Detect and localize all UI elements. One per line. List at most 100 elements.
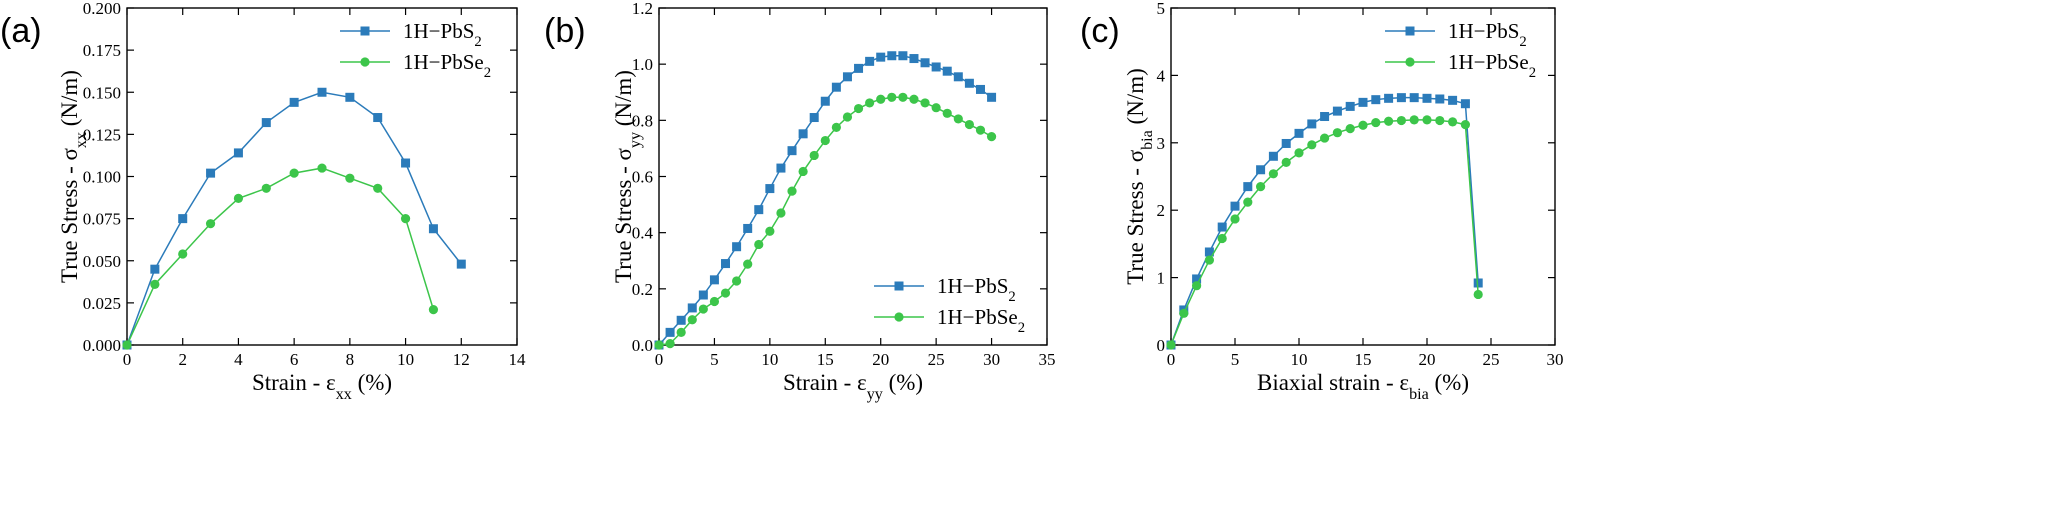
- data-point: [1460, 120, 1470, 130]
- series-line: [126, 91, 462, 346]
- data-point: [1281, 157, 1291, 167]
- y-tick-label: 1: [1157, 269, 1166, 288]
- x-tick-label: 30: [1547, 350, 1564, 369]
- y-tick-label: 1.2: [632, 0, 653, 18]
- legend-marker: [360, 26, 370, 36]
- series-line: [126, 167, 435, 346]
- data-point: [233, 148, 243, 158]
- data-point: [842, 72, 852, 82]
- data-series: [1166, 115, 1483, 350]
- data-point: [809, 113, 819, 123]
- legend-marker: [894, 312, 904, 322]
- data-point: [150, 279, 160, 289]
- data-point: [1204, 247, 1214, 257]
- x-axis-label: Biaxial strain - εbia (%): [1257, 370, 1469, 403]
- data-point: [178, 249, 188, 259]
- legend-marker: [360, 57, 370, 67]
- data-point: [1473, 289, 1483, 300]
- data-point: [1230, 214, 1240, 224]
- data-point: [743, 259, 753, 269]
- data-point: [1409, 115, 1419, 125]
- data-point: [720, 288, 731, 298]
- y-tick-label: 0.0: [632, 336, 653, 355]
- y-tick-label: 0.100: [83, 168, 121, 187]
- data-point: [975, 125, 986, 135]
- legend-label: 1H−PbS2: [937, 274, 1016, 305]
- data-point: [698, 304, 708, 314]
- data-point: [1384, 93, 1394, 103]
- data-point: [1268, 151, 1278, 161]
- y-tick-label: 0.150: [83, 83, 121, 102]
- data-point: [1281, 138, 1291, 148]
- y-tick-label: 1.0: [632, 55, 653, 74]
- data-point: [687, 315, 697, 325]
- y-axis-label: True Stress - σxx (N/m): [57, 70, 90, 283]
- data-point: [1332, 128, 1342, 138]
- data-point: [1435, 94, 1445, 104]
- data-point: [1217, 233, 1227, 244]
- y-tick-label: 5: [1157, 0, 1166, 18]
- data-point: [1320, 133, 1330, 143]
- panel-label: (a): [0, 12, 42, 50]
- data-point: [1345, 101, 1355, 111]
- x-tick-label: 25: [1483, 350, 1500, 369]
- data-point: [1230, 201, 1240, 211]
- data-point: [1460, 99, 1470, 109]
- data-point: [820, 135, 830, 146]
- data-point: [456, 259, 466, 269]
- data-point: [150, 264, 160, 274]
- data-point: [820, 96, 830, 106]
- data-point: [964, 78, 974, 88]
- x-tick-label: 30: [983, 350, 1000, 369]
- data-point: [854, 63, 864, 73]
- data-point: [654, 340, 664, 350]
- data-point: [1345, 124, 1355, 134]
- y-tick-label: 4: [1157, 66, 1166, 85]
- data-point: [400, 214, 411, 224]
- data-point: [687, 303, 697, 313]
- data-point: [233, 193, 244, 204]
- legend-label: 1H−PbS2: [403, 19, 482, 50]
- data-point: [1166, 340, 1176, 350]
- data-point: [317, 87, 327, 97]
- data-point: [931, 62, 941, 72]
- chart-panel: (b) 0 5 10 15 20 25 30 35 0.0 0.2 0.4 0.6 0.8 1.0 1.2 St…: [544, 0, 1056, 403]
- data-point: [428, 305, 439, 315]
- legend-label: 1H−PbSe2: [1448, 50, 1536, 81]
- data-point: [953, 114, 963, 124]
- data-point: [986, 132, 997, 142]
- x-tick-label: 25: [928, 350, 945, 369]
- data-point: [1204, 255, 1214, 265]
- data-point: [178, 214, 188, 224]
- y-tick-label: 2: [1157, 201, 1166, 220]
- data-point: [831, 82, 841, 92]
- data-point: [1179, 308, 1189, 318]
- data-point: [1358, 120, 1368, 130]
- y-tick-label: 0.050: [83, 252, 121, 271]
- data-point: [1371, 117, 1381, 128]
- data-point: [1256, 165, 1266, 175]
- y-tick-label: 0.200: [83, 0, 121, 18]
- data-point: [1294, 148, 1304, 158]
- legend-label: 1H−PbS2: [1448, 19, 1527, 50]
- x-tick-label: 20: [872, 350, 889, 369]
- chart-panel: (c) 0 5 10 15 20 25 30 0 1 2 3 4 5 Biaxial strain - εb…: [1080, 0, 1564, 403]
- y-tick-label: 0: [1157, 336, 1166, 355]
- data-point: [1320, 112, 1330, 122]
- data-point: [1217, 222, 1227, 232]
- data-point: [787, 146, 797, 156]
- data-point: [205, 219, 216, 229]
- x-tick-label: 6: [290, 350, 299, 369]
- data-point: [898, 51, 908, 61]
- data-series: [122, 163, 439, 350]
- x-tick-label: 12: [453, 350, 470, 369]
- data-point: [1396, 115, 1406, 126]
- legend-marker: [894, 281, 904, 291]
- data-point: [1448, 95, 1458, 105]
- data-point: [920, 98, 930, 108]
- data-point: [942, 108, 952, 118]
- data-point: [401, 158, 411, 168]
